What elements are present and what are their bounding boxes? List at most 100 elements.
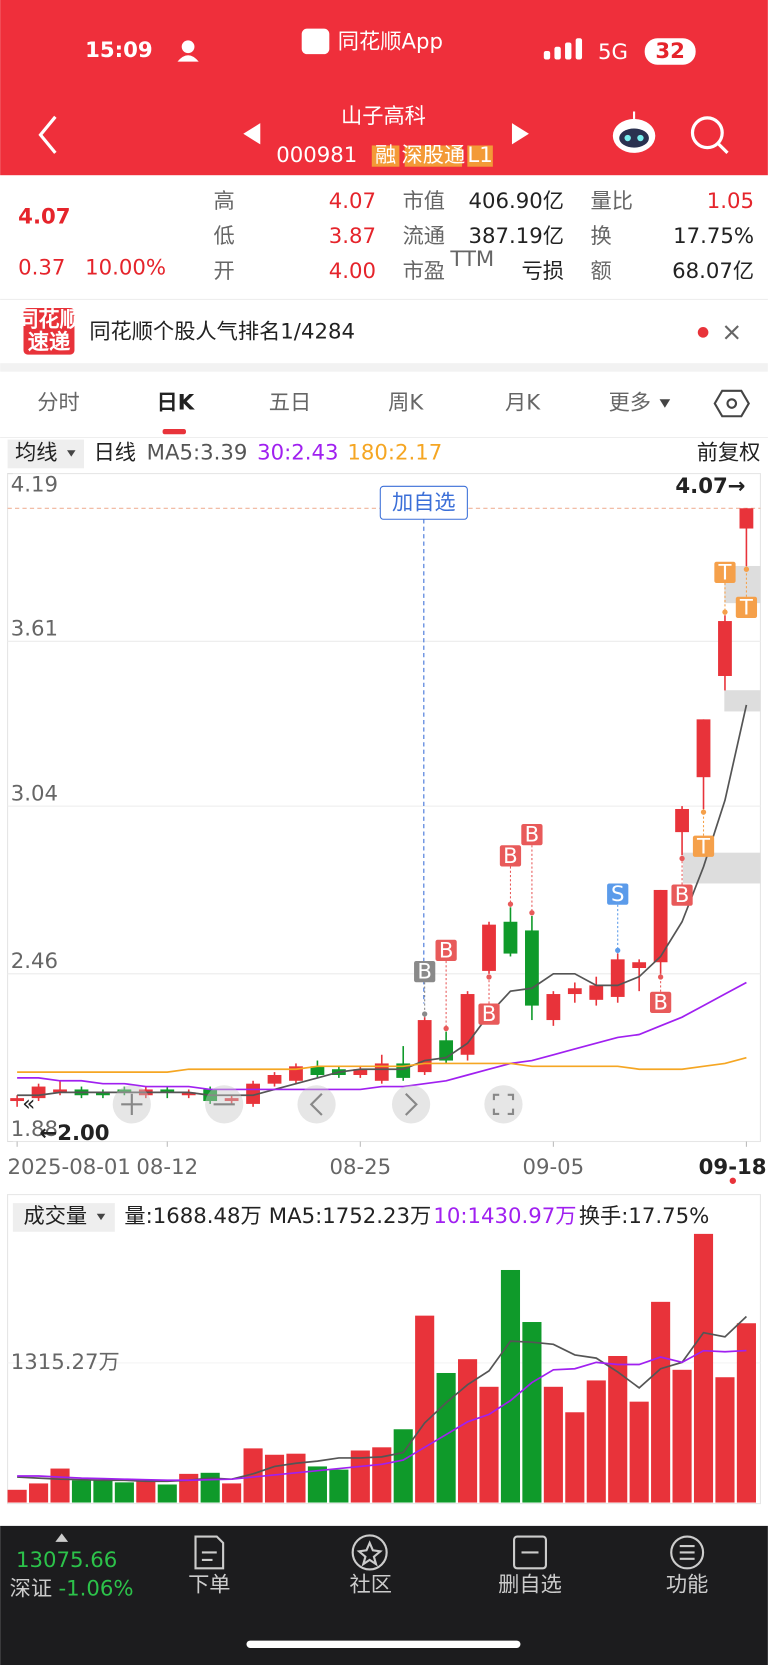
chart-control[interactable] — [391, 1085, 431, 1124]
candle-body — [653, 889, 668, 963]
stat-label: 市盈 — [403, 259, 445, 284]
volume-bar — [415, 1315, 435, 1503]
volume-bar — [329, 1469, 349, 1503]
candle-body — [503, 921, 518, 954]
stat-value: 387.19亿 — [469, 224, 564, 249]
tag-bg — [404, 145, 463, 167]
ma-legend: MA5:3.39 — [147, 440, 248, 465]
stat-label: 量比 — [591, 189, 633, 214]
ma-line — [17, 1056, 747, 1073]
volume-bar — [350, 1450, 370, 1503]
chart-tab[interactable]: 月K — [505, 391, 541, 416]
prev-stock[interactable] — [243, 123, 261, 145]
volume-bar — [264, 1454, 285, 1503]
candle-body — [10, 1098, 25, 1102]
candle-body — [739, 508, 754, 529]
watch-box[interactable] — [379, 485, 468, 520]
settings-icon[interactable] — [713, 389, 750, 418]
signal-box — [607, 883, 629, 905]
chart-tab[interactable]: 更多 — [609, 391, 651, 416]
volume-bar — [651, 1301, 671, 1503]
indicator-select[interactable] — [12, 1203, 115, 1232]
tag-bg — [467, 145, 493, 167]
signal-box — [649, 991, 672, 1014]
assistant-icon[interactable] — [612, 111, 656, 153]
volume-bar — [157, 1484, 177, 1503]
stat-label: 开 — [214, 259, 235, 284]
signal-box — [692, 835, 715, 857]
candle-body — [482, 924, 496, 971]
expand-arrow[interactable] — [55, 1533, 69, 1542]
last-price: 4.07 — [18, 205, 70, 230]
ma-line — [17, 1315, 747, 1483]
stat-label: 流通 — [403, 224, 445, 249]
scroll-left[interactable]: « — [22, 1091, 35, 1116]
signal-label: T — [696, 834, 711, 859]
stat-label: 换 — [591, 224, 612, 249]
volume-bar — [500, 1269, 521, 1503]
signal-label: B — [525, 823, 540, 848]
close-banner[interactable] — [724, 325, 739, 340]
price-change-pct: 10.00% — [85, 256, 166, 281]
back-button[interactable] — [38, 115, 57, 154]
candle-body — [160, 1089, 175, 1093]
volume-bar — [543, 1386, 563, 1503]
signal-label: S — [611, 882, 624, 907]
volume-bar — [372, 1447, 392, 1503]
signal-box — [521, 824, 543, 846]
chart-tab[interactable]: 日K — [157, 391, 196, 416]
chart-control[interactable] — [484, 1085, 523, 1124]
volume-bar — [565, 1412, 585, 1503]
candle-body — [53, 1089, 67, 1093]
status-battery: 32 — [655, 39, 685, 64]
signal-label: B — [482, 1002, 497, 1027]
signal-dot — [422, 1011, 428, 1017]
nav-item[interactable]: 社区 — [350, 1572, 392, 1597]
volume-bar — [458, 1359, 478, 1503]
stat-value: 68.07亿 — [672, 259, 754, 284]
volume-bar — [393, 1429, 413, 1503]
chart-tab[interactable]: 周K — [388, 391, 424, 416]
dropdown-arrow — [659, 399, 671, 408]
y-tick-label: 2.46 — [11, 949, 58, 974]
candle-body — [267, 1074, 282, 1084]
app-icon — [301, 28, 330, 55]
chart-tab[interactable]: 分时 — [37, 391, 79, 416]
signal-dot — [486, 974, 492, 980]
user-icon — [177, 55, 199, 62]
candle-body — [675, 808, 689, 833]
search-icon[interactable] — [690, 116, 729, 155]
volume-frame — [7, 1194, 761, 1505]
chart-tab[interactable]: 五日 — [269, 391, 311, 416]
index-value: 13075.66 — [16, 1548, 117, 1573]
volume-bar — [286, 1453, 306, 1503]
candle-body — [546, 994, 561, 1021]
candle-body — [310, 1066, 325, 1075]
volume-bar — [307, 1466, 327, 1503]
chart-control-icon — [309, 1092, 323, 1116]
volume-bar — [93, 1480, 113, 1503]
signal-label: B — [439, 938, 454, 963]
price-change: 0.37 — [18, 256, 65, 281]
nav-item[interactable]: 删自选 — [498, 1572, 562, 1597]
period-label: 日线 — [94, 440, 136, 465]
volume-legend: 10:1430.97万 — [433, 1204, 576, 1229]
candle-body — [117, 1089, 132, 1093]
candle-body — [181, 1092, 196, 1096]
volume-bar — [114, 1482, 134, 1503]
nav-item[interactable]: 下单 — [188, 1572, 230, 1597]
next-stock[interactable] — [511, 123, 529, 145]
nav-item[interactable]: 功能 — [666, 1572, 708, 1597]
chart-control-icon — [492, 1093, 515, 1115]
volume-bar — [7, 1489, 27, 1503]
status-app: 同花顺App — [338, 29, 443, 54]
stat-label: 额 — [591, 259, 612, 284]
chart-control[interactable] — [297, 1085, 336, 1124]
candle-body — [610, 959, 625, 997]
signal-box — [478, 1003, 500, 1025]
watch-label: 加自选 — [392, 490, 456, 515]
volume-bar — [50, 1468, 70, 1503]
signal-dot — [507, 901, 514, 907]
ma-line — [17, 1349, 747, 1482]
